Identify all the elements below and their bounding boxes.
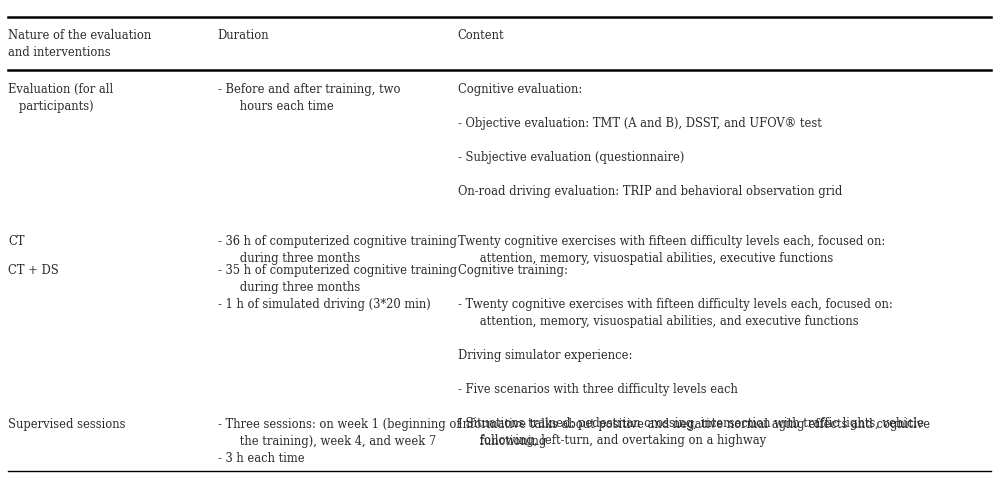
Text: CT + DS: CT + DS [8, 264, 59, 277]
Text: Nature of the evaluation
and interventions: Nature of the evaluation and interventio… [8, 29, 151, 59]
Text: Evaluation (for all
   participants): Evaluation (for all participants) [8, 83, 113, 113]
Text: - Before and after training, two
      hours each time: - Before and after training, two hours e… [218, 83, 401, 113]
Text: Twenty cognitive exercises with fifteen difficulty levels each, focused on:
    : Twenty cognitive exercises with fifteen … [458, 235, 885, 265]
Text: - 35 h of computerized cognitive training
      during three months
- 1 h of sim: - 35 h of computerized cognitive trainin… [218, 264, 457, 311]
Text: Duration: Duration [218, 29, 270, 42]
Text: Informative talks about positive and negative normal aging effects and cognitive: Informative talks about positive and neg… [458, 418, 930, 447]
Text: CT: CT [8, 235, 25, 248]
Text: Cognitive evaluation:

- Objective evaluation: TMT (A and B), DSST, and UFOV® te: Cognitive evaluation: - Objective evalua… [458, 83, 842, 198]
Text: - Three sessions: on week 1 (beginning of
      the training), week 4, and week : - Three sessions: on week 1 (beginning o… [218, 418, 461, 465]
Text: Content: Content [458, 29, 504, 42]
Text: Supervised sessions: Supervised sessions [8, 418, 126, 431]
Text: Cognitive training:

- Twenty cognitive exercises with fifteen difficulty levels: Cognitive training: - Twenty cognitive e… [458, 264, 923, 447]
Text: - 36 h of computerized cognitive training
      during three months: - 36 h of computerized cognitive trainin… [218, 235, 457, 265]
